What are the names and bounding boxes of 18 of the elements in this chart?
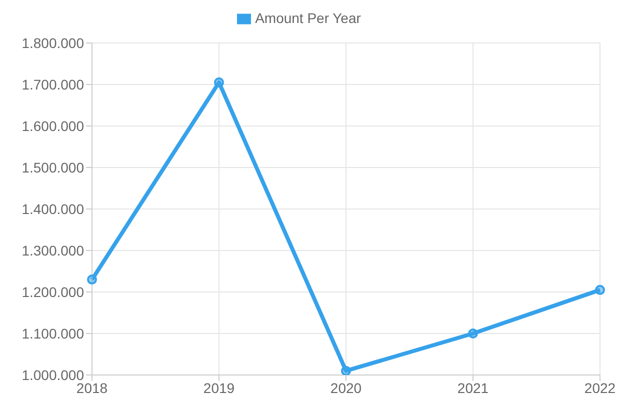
y-tick-label: 1.700.000 [22,76,84,92]
y-tick-label: 1.200.000 [22,284,84,300]
y-tick-label: 1.300.000 [22,242,84,258]
y-tick-label: 1.800.000 [22,34,84,51]
y-tick-label: 1.100.000 [22,325,84,342]
y-tick-label: 1.400.000 [22,200,84,217]
point [468,328,478,338]
x-tick-label: 2019 [203,380,235,396]
legend-label: Amount Per Year [255,10,361,26]
point [595,284,605,295]
point [214,77,224,88]
point [341,366,351,375]
point [87,274,97,285]
x-tick-label: 2022 [584,380,616,396]
x-tick-label: 2020 [330,380,362,396]
y-tick-label: 1.500.000 [22,159,84,176]
y-tick-label: 1.600.000 [22,118,84,134]
x-tick-label: 2021 [457,380,489,396]
